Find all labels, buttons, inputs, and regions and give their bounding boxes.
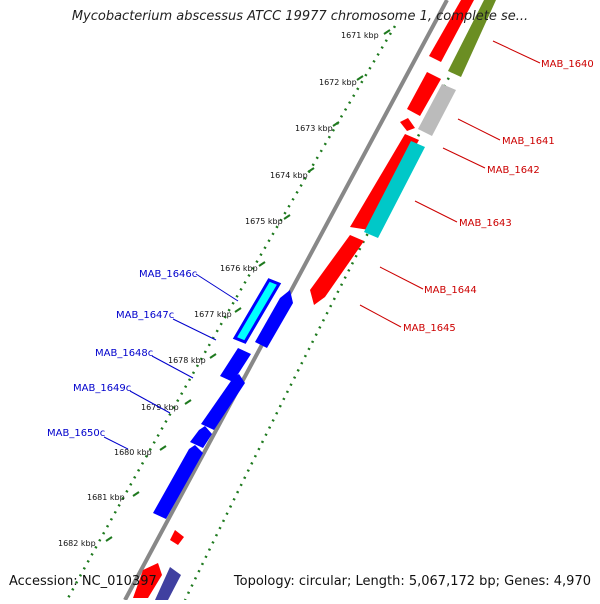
- forward-label-group: MAB_1640 MAB_1641 MAB_1642 MAB_1643 MAB_…: [359, 40, 594, 334]
- cyan-reverse-gene[interactable]: [232, 278, 282, 344]
- gene-label-mab-1643[interactable]: MAB_1643: [459, 218, 512, 229]
- gene-label-mab-1641[interactable]: MAB_1641: [502, 136, 555, 147]
- tick-label: 1681 kbp: [87, 493, 125, 502]
- accession-text: Accession: NC_010397: [9, 574, 157, 589]
- navy-gene[interactable]: [155, 567, 181, 600]
- gene-label-mab-1647c[interactable]: MAB_1647c: [116, 310, 174, 321]
- gene-label-mab-1640[interactable]: MAB_1640: [541, 59, 594, 70]
- gene-label-mab-1646c[interactable]: MAB_1646c: [139, 269, 197, 280]
- tick-label: 1677 kbp: [194, 310, 232, 319]
- tick-label: 1672 kbp: [319, 78, 357, 87]
- blue-gene-5[interactable]: [153, 445, 203, 519]
- olive-gene[interactable]: [448, 0, 496, 77]
- blue-gene-4[interactable]: [190, 426, 212, 448]
- cyan-gene[interactable]: [364, 141, 425, 238]
- blue-gene-6[interactable]: [170, 530, 184, 545]
- tick-label: 1674 kbp: [270, 171, 308, 180]
- red-gene-4[interactable]: [350, 134, 419, 230]
- tick-label: 1680 kbp: [114, 448, 152, 457]
- map-title: Mycobacterium abscessus ATCC 19977 chrom…: [71, 9, 529, 24]
- red-gene-5[interactable]: [310, 235, 364, 305]
- tick-group: 1671 kbp 1672 kbp 1673 kbp 1674 kbp 1675…: [58, 29, 391, 548]
- gene-label-mab-1649c[interactable]: MAB_1649c: [73, 383, 131, 394]
- tick-label: 1682 kbp: [58, 539, 96, 548]
- blue-gene-1[interactable]: [255, 290, 293, 348]
- tick-label: 1673 kbp: [295, 124, 333, 133]
- red-gene-6[interactable]: [133, 563, 162, 598]
- tick-label: 1678 kbp: [168, 356, 206, 365]
- gene-label-mab-1645[interactable]: MAB_1645: [403, 323, 456, 334]
- tick-label: 1676 kbp: [220, 264, 258, 273]
- reverse-label-group: MAB_1646c MAB_1647c MAB_1648c MAB_1649c …: [47, 269, 239, 450]
- gray-gene[interactable]: [418, 84, 456, 136]
- blue-gene-3[interactable]: [201, 374, 245, 430]
- gene-label-mab-1650c[interactable]: MAB_1650c: [47, 428, 105, 439]
- gene-label-mab-1644[interactable]: MAB_1644: [424, 285, 477, 296]
- tick-label: 1671 kbp: [341, 31, 379, 40]
- summary-text: Topology: circular; Length: 5,067,172 bp…: [233, 574, 591, 589]
- red-gene-2[interactable]: [407, 72, 441, 116]
- red-gene-3[interactable]: [400, 118, 415, 131]
- red-gene-1[interactable]: [429, 0, 474, 62]
- gene-label-mab-1648c[interactable]: MAB_1648c: [95, 348, 153, 359]
- outer-tick-ring: [65, 25, 397, 601]
- tick-label: 1675 kbp: [245, 217, 283, 226]
- blue-gene-2[interactable]: [220, 348, 251, 382]
- gene-label-mab-1642[interactable]: MAB_1642: [487, 165, 540, 176]
